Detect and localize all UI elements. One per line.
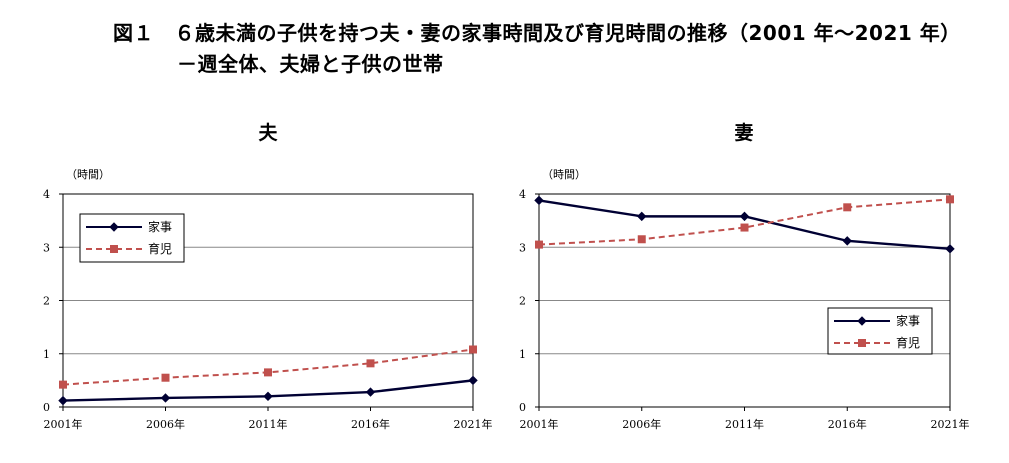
data-point-家事 [945,244,955,254]
y-tick-label: 3 [519,241,526,254]
y-tick-label: 0 [43,401,50,414]
data-point-育児 [843,203,852,212]
figure-title-line2: －週全体、夫婦と子供の世帯 [177,52,444,76]
x-tick-label: 2001年 [520,417,559,431]
series-line-育児 [538,198,951,246]
legend-swatch-marker [109,222,119,232]
legend-label: 家事 [148,219,172,234]
x-tick-label: 2006年 [146,417,185,431]
data-point-育児 [161,373,170,382]
y-tick-label: 4 [519,188,526,201]
data-point-育児 [469,345,477,354]
legend-box [827,307,933,355]
legend-swatch-marker [858,339,866,347]
data-point-家事 [263,391,273,402]
legend-swatch-marker [110,245,118,253]
chart-title: 夫 [258,122,278,144]
chart-title: 妻 [734,121,753,144]
data-point-育児 [535,240,543,249]
data-point-家事 [739,211,750,222]
y-axis-unit-label: （時間） [542,168,586,181]
data-point-育児 [946,195,954,204]
data-point-家事 [468,375,478,386]
x-tick-label: 2011年 [249,417,288,431]
data-point-家事 [534,195,544,206]
data-point-家事 [160,393,171,403]
legend-label: 育児 [896,335,920,350]
data-point-育児 [740,223,749,232]
x-tick-label: 2021年 [931,417,970,431]
data-point-育児 [59,380,67,389]
y-tick-label: 2 [43,295,50,308]
x-tick-label: 2011年 [725,417,764,431]
y-tick-label: 1 [43,348,50,361]
data-point-家事 [365,387,376,397]
legend-label: 家事 [896,313,920,328]
y-axis-unit-label: （時間） [66,168,110,181]
data-point-育児 [366,359,375,368]
legend-swatch-marker [857,316,867,326]
legend-label: 育児 [148,241,172,256]
data-point-家事 [637,211,647,222]
x-tick-label: 2006年 [622,417,661,431]
y-tick-label: 3 [43,241,50,254]
x-tick-label: 2016年 [351,417,390,431]
series-line-育児 [62,348,474,386]
figure-title: 図１ ６歳未満の子供を持つ夫・妻の家事時間及び育児時間の推移（2001 年～20… [113,18,961,80]
x-tick-label: 2016年 [828,417,867,431]
data-point-育児 [637,235,646,244]
data-point-育児 [264,368,272,377]
data-point-家事 [58,395,68,406]
x-tick-label: 2021年 [454,417,493,431]
y-tick-label: 2 [519,295,526,308]
data-point-家事 [842,236,852,246]
y-tick-label: 1 [519,348,526,361]
y-tick-label: 4 [43,188,50,201]
x-tick-label: 2001年 [44,417,83,431]
y-tick-label: 0 [519,401,526,414]
figure-title-line1: 図１ ６歳未満の子供を持つ夫・妻の家事時間及び育児時間の推移（2001 年～20… [113,21,961,45]
legend-box [79,213,185,263]
